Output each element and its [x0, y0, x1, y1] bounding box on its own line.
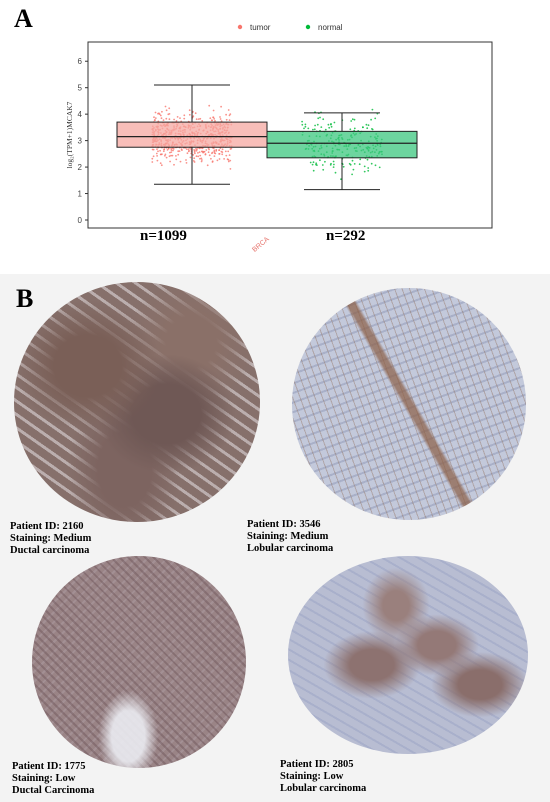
- caption-1775: Patient ID: 1775 Staining: Low Ductal Ca…: [12, 761, 94, 797]
- y-tick-label: 6: [78, 57, 83, 66]
- box-tumor: [116, 121, 268, 148]
- tissue-core-3546: [292, 288, 526, 520]
- tissue-core-2160: [14, 282, 260, 522]
- legend-label-tumor: tumor: [250, 23, 271, 32]
- tumor-count-label: n=1099: [140, 228, 187, 244]
- legend-label-normal: normal: [318, 23, 343, 32]
- y-tick-label: 1: [78, 190, 83, 199]
- caption-3546: Patient ID: 3546 Staining: Medium Lobula…: [247, 519, 333, 555]
- y-tick-label: 2: [78, 163, 83, 172]
- box-plot-chart: 0 1 2 3 4 5 6 log₂(TPM+1)MCAK7 BRCA tumor normal: [65, 23, 493, 254]
- tissue-core-2805: [288, 556, 528, 754]
- staining-level: Staining: Low: [12, 773, 76, 784]
- y-axis-label: log₂(TPM+1)MCAK7: [65, 101, 74, 168]
- legend-marker-normal: [305, 24, 311, 30]
- tumor-type: Ductal Carcinoma: [12, 785, 95, 796]
- y-tick-label: 4: [78, 110, 83, 119]
- staining-level: Staining: Medium: [247, 531, 329, 542]
- plot-frame: [87, 41, 493, 229]
- x-group-label: BRCA: [251, 236, 271, 254]
- legend-marker-tumor: [237, 24, 243, 30]
- tumor-type: Lobular carcinoma: [247, 543, 334, 554]
- normal-count-label: n=292: [326, 228, 366, 244]
- patient-id: Patient ID: 3546: [247, 519, 321, 530]
- panel-a: A 0 1 2 3 4 5 6 log₂(TPM+1)MCAK7 BRCA tumor normal…: [0, 0, 550, 262]
- tissue-core-1775: [32, 556, 246, 768]
- tumor-type: Ductal carcinoma: [10, 545, 90, 556]
- panel-a-label: A: [14, 4, 33, 33]
- caption-2805: Patient ID: 2805 Staining: Low Lobular c…: [280, 759, 366, 795]
- patient-id: Patient ID: 1775: [12, 761, 86, 772]
- panel-b: B Patient ID: 2160 Staining: Medium Duct…: [0, 274, 550, 802]
- panel-b-label: B: [16, 284, 34, 313]
- staining-level: Staining: Low: [280, 771, 344, 782]
- y-tick-label: 5: [78, 84, 83, 93]
- patient-id: Patient ID: 2805: [280, 759, 354, 770]
- caption-2160: Patient ID: 2160 Staining: Medium Ductal…: [10, 521, 91, 557]
- staining-level: Staining: Medium: [10, 533, 92, 544]
- patient-id: Patient ID: 2160: [10, 521, 84, 532]
- y-tick-label: 0: [78, 216, 83, 225]
- box-normal: [266, 130, 418, 159]
- y-tick-label: 3: [78, 137, 83, 146]
- tumor-type: Lobular carcinoma: [280, 783, 367, 794]
